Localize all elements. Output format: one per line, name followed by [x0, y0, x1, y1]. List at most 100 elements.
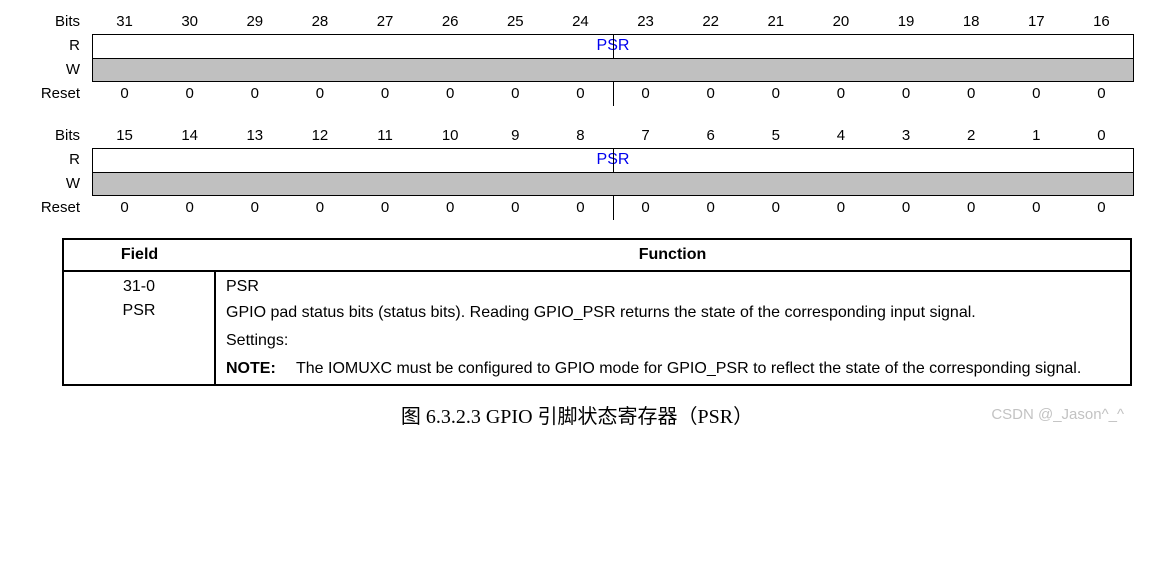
reset-value: 0: [1069, 196, 1134, 220]
reset-value: 0: [483, 82, 548, 106]
r-row: R PSR: [20, 148, 1134, 172]
bit-number: 31: [92, 10, 157, 34]
bits-label: Bits: [20, 10, 92, 34]
reset-value: 0: [548, 196, 613, 220]
bit-number: 25: [483, 10, 548, 34]
reset-value: 0: [548, 82, 613, 106]
bit-number: 16: [1069, 10, 1134, 34]
bit-number: 14: [157, 124, 222, 148]
w-row: W: [20, 172, 1134, 196]
w-row: W: [20, 58, 1134, 82]
bit-number: 9: [483, 124, 548, 148]
reset-value: 0: [678, 196, 743, 220]
reset-row: Reset 0000000000000000: [20, 82, 1134, 106]
reset-label: Reset: [20, 196, 92, 220]
bit-number: 21: [743, 10, 808, 34]
bit-number: 2: [939, 124, 1004, 148]
reset-value: 0: [157, 82, 222, 106]
reset-value: 0: [287, 82, 352, 106]
r-label: R: [20, 34, 92, 58]
func-line1: PSR: [226, 278, 1120, 296]
bit-number: 7: [613, 124, 678, 148]
reset-value: 0: [939, 196, 1004, 220]
bit-number: 29: [222, 10, 287, 34]
bit-number: 4: [808, 124, 873, 148]
note-label: NOTE:: [226, 360, 296, 378]
bits-label: Bits: [20, 124, 92, 148]
mid-divider: [613, 82, 614, 106]
func-line2: GPIO pad status bits (status bits). Read…: [226, 304, 1120, 322]
col-header-field: Field: [63, 239, 215, 271]
bits-header-row: Bits 31302928272625242322212019181716: [20, 10, 1134, 34]
table-row: 31-0 PSR PSR GPIO pad status bits (statu…: [63, 271, 1131, 385]
bits-header-row: Bits 1514131211109876543210: [20, 124, 1134, 148]
bit-number: 20: [808, 10, 873, 34]
reset-value: 0: [613, 196, 678, 220]
bit-number: 26: [418, 10, 483, 34]
bit-block-lower: Bits 1514131211109876543210 R PSR W Rese…: [20, 124, 1134, 220]
bit-number: 19: [874, 10, 939, 34]
field-name: PSR: [74, 302, 204, 320]
reset-value: 0: [222, 196, 287, 220]
w-label: W: [20, 172, 92, 196]
note-text: The IOMUXC must be configured to GPIO mo…: [296, 360, 1081, 378]
reset-value: 0: [613, 82, 678, 106]
bit-number: 10: [418, 124, 483, 148]
reset-value: 0: [939, 82, 1004, 106]
reset-row: Reset 0000000000000000: [20, 196, 1134, 220]
reset-value: 0: [92, 196, 157, 220]
w-label: W: [20, 58, 92, 82]
bit-number: 22: [678, 10, 743, 34]
r-label: R: [20, 148, 92, 172]
col-header-function: Function: [215, 239, 1131, 271]
bit-block-upper: Bits 31302928272625242322212019181716 R …: [20, 10, 1134, 106]
reset-value: 0: [92, 82, 157, 106]
bit-number: 28: [287, 10, 352, 34]
reset-value: 0: [1004, 196, 1069, 220]
bit-number: 3: [874, 124, 939, 148]
reset-value: 0: [808, 196, 873, 220]
bit-number: 5: [743, 124, 808, 148]
reset-value: 0: [874, 196, 939, 220]
bit-number: 11: [353, 124, 418, 148]
mid-divider: [613, 35, 614, 58]
bit-number: 24: [548, 10, 613, 34]
func-settings: Settings:: [226, 332, 1120, 350]
func-note: NOTE: The IOMUXC must be configured to G…: [226, 360, 1120, 378]
reset-value: 0: [353, 82, 418, 106]
reset-value: 0: [808, 82, 873, 106]
reset-value: 0: [222, 82, 287, 106]
reset-value: 0: [874, 82, 939, 106]
bit-number: 27: [353, 10, 418, 34]
bit-number: 6: [678, 124, 743, 148]
bit-number: 0: [1069, 124, 1134, 148]
reset-value: 0: [743, 196, 808, 220]
figure-caption: 图 6.3.2.3 GPIO 引脚状态寄存器（PSR）: [20, 400, 1134, 429]
bit-number: 23: [613, 10, 678, 34]
bit-number: 8: [548, 124, 613, 148]
r-row: R PSR: [20, 34, 1134, 58]
reset-value: 0: [678, 82, 743, 106]
bit-number: 1: [1004, 124, 1069, 148]
reset-value: 0: [287, 196, 352, 220]
mid-divider: [613, 149, 614, 172]
reset-label: Reset: [20, 82, 92, 106]
bit-number: 15: [92, 124, 157, 148]
reset-value: 0: [418, 82, 483, 106]
reset-value: 0: [353, 196, 418, 220]
bit-number: 13: [222, 124, 287, 148]
bit-number: 12: [287, 124, 352, 148]
bit-number: 30: [157, 10, 222, 34]
reset-value: 0: [157, 196, 222, 220]
reset-value: 0: [1004, 82, 1069, 106]
reset-value: 0: [483, 196, 548, 220]
reset-value: 0: [418, 196, 483, 220]
field-description-table: Field Function 31-0 PSR PSR GPIO pad sta…: [62, 238, 1132, 386]
bit-number: 18: [939, 10, 1004, 34]
mid-divider: [613, 196, 614, 220]
field-range: 31-0: [74, 278, 204, 296]
bit-number: 17: [1004, 10, 1069, 34]
reset-value: 0: [743, 82, 808, 106]
watermark: CSDN @_Jason^_^: [991, 406, 1124, 423]
reset-value: 0: [1069, 82, 1134, 106]
